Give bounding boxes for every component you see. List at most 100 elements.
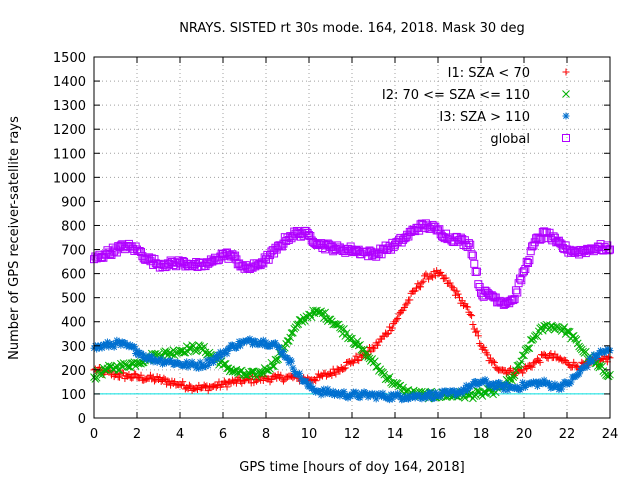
data-point [321, 308, 329, 317]
axis-ticks: 0100200300400500600700800900100011001200… [53, 51, 618, 442]
data-point [512, 366, 520, 375]
data-point [341, 364, 349, 372]
data-point [225, 251, 234, 260]
data-point [507, 365, 515, 373]
data-point [255, 260, 264, 269]
data-point [137, 247, 146, 256]
data-point [370, 357, 379, 366]
data-point [360, 345, 368, 354]
data-point [491, 388, 500, 397]
data-point [233, 260, 242, 269]
data-point [394, 314, 402, 322]
data-point [603, 241, 612, 250]
data-point [472, 328, 480, 336]
data-point [374, 341, 382, 349]
data-point [152, 376, 160, 384]
data-point [110, 343, 118, 351]
data-point [431, 272, 439, 280]
data-point [123, 242, 132, 251]
y-tick-label: 800 [61, 219, 86, 234]
data-point [418, 279, 426, 287]
data-point [525, 256, 534, 265]
data-point [282, 236, 291, 245]
data-point [395, 382, 403, 390]
data-point [474, 332, 482, 340]
data-point [411, 394, 419, 402]
data-point [279, 348, 287, 356]
data-point [248, 367, 257, 376]
data-point [527, 363, 535, 371]
data-point [605, 353, 613, 361]
data-point [102, 250, 111, 259]
data-point [428, 220, 437, 229]
series-3 [90, 335, 614, 404]
data-point [116, 373, 124, 381]
data-point [549, 232, 558, 241]
data-point [179, 378, 187, 386]
data-point [490, 359, 498, 367]
data-point [98, 344, 106, 352]
data-point [223, 383, 231, 391]
data-point [417, 283, 425, 291]
data-point [529, 334, 538, 343]
data-point [210, 253, 219, 262]
data-point [352, 352, 360, 360]
data-point [547, 350, 555, 358]
data-point [312, 377, 320, 385]
data-point [232, 255, 241, 264]
chart-title: NRAYS. SISTED rt 30s mode. 164, 2018. Ma… [179, 21, 525, 36]
data-point [604, 372, 613, 381]
data-point [104, 248, 113, 257]
data-point [528, 242, 537, 251]
data-point [462, 241, 471, 250]
data-point [185, 381, 193, 389]
data-point [469, 394, 477, 403]
data-point [464, 239, 473, 248]
data-point [333, 241, 342, 250]
y-tick-label: 1300 [53, 99, 86, 114]
x-tick-label: 6 [219, 427, 227, 442]
y-tick-label: 500 [61, 292, 86, 307]
data-point [288, 357, 296, 365]
data-point [293, 320, 301, 329]
data-point [94, 252, 103, 261]
data-point [400, 303, 408, 311]
series-1 [90, 267, 614, 395]
legend-label: I1: SZA < 70 [448, 66, 530, 81]
y-tick-label: 200 [61, 364, 86, 379]
data-point [397, 238, 406, 247]
data-point [353, 356, 361, 364]
data-point [330, 245, 339, 254]
data-point [287, 329, 296, 337]
y-tick-label: 100 [61, 388, 86, 403]
y-axis-label: Number of GPS receiver-satellite rays [7, 116, 22, 360]
data-point [298, 317, 307, 326]
data-point [306, 232, 315, 241]
y-tick-label: 1500 [53, 51, 86, 66]
data-point [307, 313, 316, 322]
y-tick-label: 900 [61, 195, 86, 210]
data-point [290, 227, 299, 236]
data-point [228, 250, 237, 259]
data-point [134, 351, 142, 359]
legend-label: I2: 70 <= SZA <= 110 [382, 88, 530, 103]
x-tick-label: 16 [430, 427, 447, 442]
data-point [356, 394, 364, 402]
data-point [395, 235, 404, 244]
data-point [159, 260, 168, 269]
data-point [540, 227, 549, 236]
data-point [131, 242, 140, 251]
data-point [598, 362, 606, 371]
legend-marker [562, 68, 570, 76]
y-tick-label: 1000 [53, 171, 86, 186]
data-point [510, 371, 519, 380]
x-tick-label: 22 [559, 427, 576, 442]
data-point [515, 274, 524, 283]
x-tick-label: 20 [516, 427, 533, 442]
data-point [268, 362, 277, 371]
data-point [325, 240, 334, 249]
data-point [571, 361, 579, 369]
y-tick-label: 400 [61, 316, 86, 331]
data-point [318, 309, 327, 318]
data-point [419, 277, 427, 285]
